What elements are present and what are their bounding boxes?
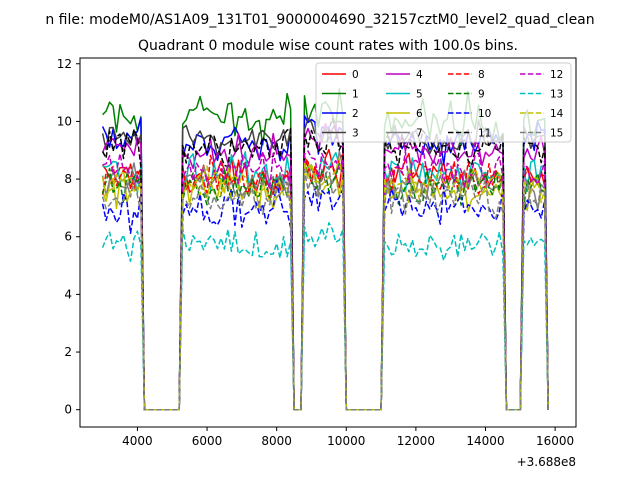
series-line-10: [101, 180, 549, 411]
legend-label-0: 0: [352, 69, 359, 81]
legend-label-5: 5: [416, 89, 423, 101]
x-tick-label: 4000: [122, 434, 153, 448]
x-tick-label: 8000: [261, 434, 292, 448]
legend-label-11: 11: [478, 128, 491, 140]
legend-label-9: 9: [478, 89, 485, 101]
legend-label-4: 4: [416, 69, 423, 81]
legend-label-2: 2: [352, 108, 359, 120]
y-tick-label: 6: [64, 230, 72, 244]
legend-label-7: 7: [416, 128, 423, 140]
x-axis-offset-label: +3.688e8: [517, 455, 576, 469]
axes-frame: [79, 57, 577, 428]
y-tick-label: 8: [64, 172, 72, 186]
legend-label-8: 8: [478, 69, 485, 81]
y-axis: 0 2 4 6 8 10 12: [57, 57, 80, 417]
legend-label-13: 13: [550, 89, 563, 101]
x-tick-label: 16000: [536, 434, 574, 448]
y-tick-label: 0: [64, 403, 72, 417]
legend-label-6: 6: [416, 108, 423, 120]
x-axis: 4000 6000 8000 10000 12000 14000 16000: [122, 427, 574, 448]
y-tick-label: 12: [57, 57, 72, 71]
x-tick-label: 10000: [327, 434, 365, 448]
legend-label-10: 10: [478, 108, 491, 120]
legend-label-14: 14: [550, 108, 564, 120]
x-tick-label: 6000: [192, 434, 223, 448]
x-tick-label: 14000: [466, 434, 504, 448]
legend-label-12: 12: [550, 69, 563, 81]
figure-suptitle: n file: modeM0/AS1A09_131T01_9000004690_…: [45, 12, 594, 28]
x-tick-label: 12000: [397, 434, 435, 448]
series-line-15: [101, 165, 549, 411]
legend-label-3: 3: [352, 128, 359, 140]
y-tick-label: 2: [64, 345, 72, 359]
y-tick-label: 10: [57, 114, 72, 128]
legend-label-15: 15: [550, 128, 563, 140]
legend-label-1: 1: [352, 89, 359, 101]
legend-box: [315, 62, 572, 143]
y-tick-label: 4: [64, 287, 72, 301]
chart-title: Quadrant 0 module wise count rates with …: [138, 38, 518, 54]
